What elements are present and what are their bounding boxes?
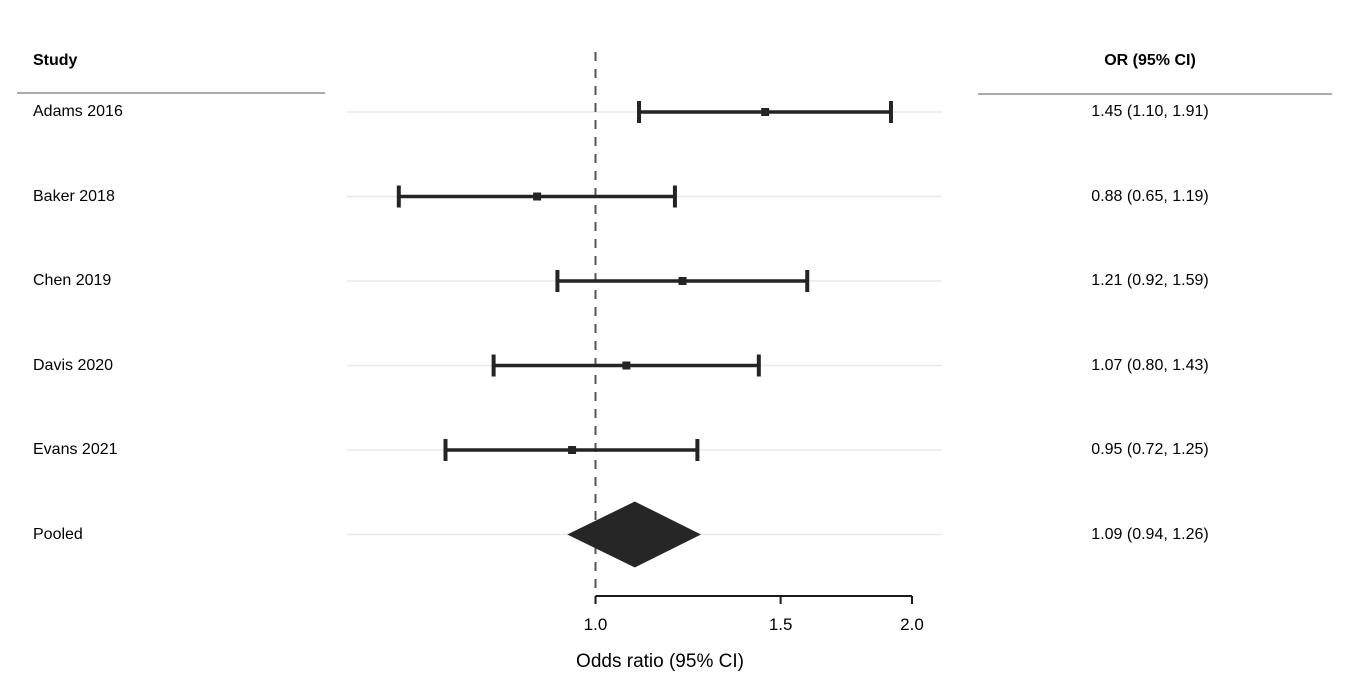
study-column-header: Study — [33, 52, 78, 69]
or-ci-value: 1.07 (0.80, 1.43) — [1091, 356, 1209, 374]
point-estimate-marker — [761, 108, 770, 116]
study-label: Adams 2016 — [33, 103, 123, 120]
study-label: Chen 2019 — [33, 272, 112, 289]
study-label: Evans 2021 — [33, 441, 118, 458]
pooled-diamond — [567, 501, 702, 568]
study-label: Davis 2020 — [33, 356, 114, 374]
study-header-separator — [17, 92, 325, 94]
x-axis-tick-label: 1.0 — [584, 615, 608, 634]
or-column-header: OR (95% CI) — [1104, 52, 1196, 69]
study-label: Pooled — [33, 525, 83, 543]
point-estimate-marker — [568, 446, 577, 454]
or-ci-value: 1.09 (0.94, 1.26) — [1091, 525, 1209, 543]
x-axis-tick-label: 2.0 — [900, 615, 924, 634]
or-ci-value: 0.88 (0.65, 1.19) — [1091, 187, 1209, 205]
point-estimate-marker — [678, 277, 687, 285]
or-ci-value: 1.45 (1.10, 1.91) — [1091, 103, 1209, 120]
point-estimate-marker — [533, 192, 542, 201]
or-ci-value: 0.95 (0.72, 1.25) — [1091, 441, 1209, 458]
or-header-separator — [978, 93, 1332, 95]
or-ci-value: 1.21 (0.92, 1.59) — [1091, 272, 1209, 289]
point-estimate-marker — [622, 361, 631, 370]
x-axis-tick-label: 1.5 — [769, 615, 793, 634]
x-axis-label: Odds ratio (95% CI) — [576, 651, 744, 672]
study-label: Baker 2018 — [33, 187, 115, 205]
